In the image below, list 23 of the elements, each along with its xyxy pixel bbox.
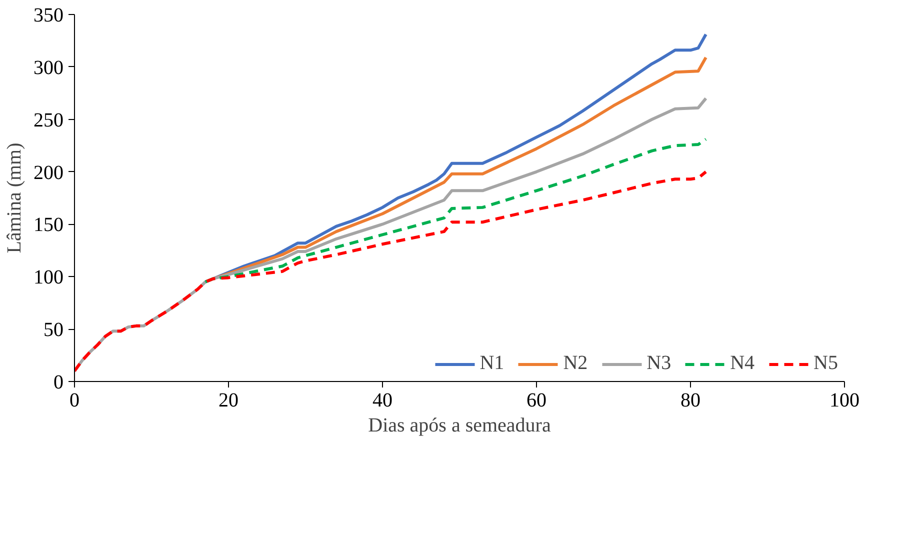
y-tick-label: 200	[34, 162, 64, 184]
y-tick-label: 100	[34, 266, 64, 289]
y-tick-label: 300	[34, 56, 64, 79]
line-series	[204, 138, 708, 284]
legend-label: N2	[563, 352, 588, 375]
x-tick-label: 20	[218, 390, 238, 412]
y-axis-title: Lâmina (mm)	[4, 142, 26, 254]
legend-label: N4	[730, 352, 755, 375]
x-axis-title: Dias após a semeadura	[368, 414, 551, 436]
legend-label: N5	[814, 352, 838, 375]
y-tick-label: 150	[34, 214, 64, 236]
legend-label: N1	[480, 352, 504, 375]
y-tick-label: 0	[54, 372, 64, 394]
x-tick-label: 40	[372, 390, 392, 412]
y-tick-label: 250	[34, 109, 64, 132]
y-tick-label: 350	[34, 4, 64, 26]
x-tick-label: 100	[830, 390, 860, 412]
x-tick-label: 80	[680, 390, 700, 412]
legend-label: N3	[646, 352, 672, 375]
line-series	[74, 170, 708, 373]
x-tick-label: 0	[70, 390, 80, 412]
y-tick-label: 50	[44, 319, 64, 342]
x-tick-label: 60	[526, 390, 546, 412]
